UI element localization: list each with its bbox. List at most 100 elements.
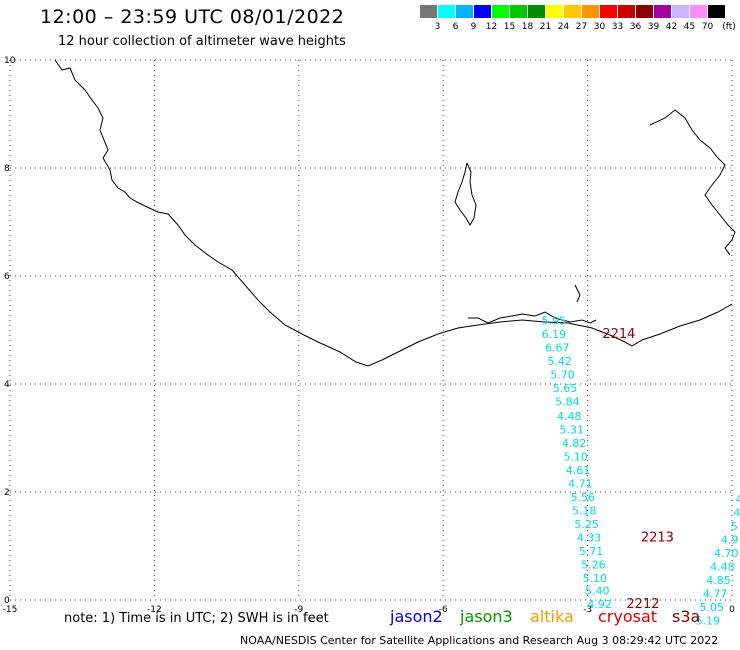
swh-value: 5.95	[542, 315, 567, 328]
satellite-jason3: jason3	[460, 607, 513, 626]
swh-value: 4	[733, 506, 740, 519]
page-title: 12:00 – 23:59 UTC 08/01/2022	[40, 6, 345, 28]
swh-value: 6.67	[545, 342, 570, 355]
swh-value: 5.10	[563, 451, 588, 464]
y-tick-label: 8	[4, 164, 10, 174]
scale-label: 9	[470, 22, 477, 32]
graticule	[9, 59, 733, 601]
swh-value: 4.77	[703, 587, 728, 600]
scale-label: 39	[647, 22, 660, 32]
swh-value: 4.92	[587, 598, 612, 611]
scale-swatch	[582, 5, 599, 18]
scale-label: 12	[485, 22, 498, 32]
y-tick-label: 4	[4, 380, 10, 390]
swh-value: 5.05	[700, 601, 725, 614]
scale-label: 3	[434, 22, 441, 32]
scale-swatch	[492, 5, 509, 18]
scale-swatch	[438, 5, 455, 18]
y-tick-label: 6	[4, 272, 10, 282]
satellite-s3a: s3a	[672, 607, 701, 626]
swh-value: 5.19	[696, 614, 721, 627]
x-tick-label: -6	[439, 605, 448, 615]
coastline-fragment	[574, 284, 581, 303]
scale-label: 18	[521, 22, 534, 32]
scale-swatch	[672, 5, 689, 18]
satellite-jason2: jason2	[390, 607, 443, 626]
scale-label: 21	[539, 22, 552, 32]
x-tick-label: -15	[3, 605, 18, 615]
scale-label: 42	[665, 22, 678, 32]
pass-number-labels: 2214 2213 2212	[602, 327, 674, 612]
coastline	[54, 59, 736, 367]
swh-value: 4.33	[577, 532, 602, 545]
scale-label: 33	[611, 22, 624, 32]
coastline-inlet	[468, 311, 597, 324]
satellite-cryosat: cryosat	[598, 607, 658, 626]
scale-label: 27	[575, 22, 588, 32]
x-tick-label: 0	[729, 605, 735, 615]
scale-swatch	[474, 5, 491, 18]
swh-value: 4.70	[714, 547, 739, 560]
satellite-altika: altika	[530, 607, 574, 626]
swh-value: 5.42	[547, 355, 572, 368]
swh-value: 4.9	[721, 533, 739, 546]
swh-value: 4.82	[562, 437, 587, 450]
scale-label: 36	[629, 22, 642, 32]
note-text: note: 1) Time is in UTC; 2) SWH is in fe…	[64, 611, 329, 626]
pass-label: 2214	[602, 327, 635, 342]
swh-value: 6.19	[542, 328, 567, 341]
lake-volta	[454, 162, 477, 227]
swh-value: 5.71	[579, 545, 604, 558]
page-subtitle: 12 hour collection of altimeter wave hei…	[58, 34, 346, 49]
scale-swatch	[420, 5, 437, 18]
scale-swatch	[690, 5, 707, 18]
swh-value: 5.25	[574, 518, 599, 531]
scale-label: 45	[683, 22, 696, 32]
scale-swatch	[510, 5, 527, 18]
swh-value: 5.65	[553, 382, 578, 395]
swh-value: 5.40	[585, 585, 610, 598]
swh-value: 5.26	[581, 559, 606, 572]
scale-swatch	[600, 5, 617, 18]
y-tick-label: 10	[4, 56, 16, 66]
swh-value: 5.70	[550, 369, 575, 382]
coastline-west-africa	[54, 59, 733, 367]
swh-value: 5.84	[555, 396, 580, 409]
scale-swatch	[654, 5, 671, 18]
y-tick-label: 2	[4, 488, 10, 498]
scale-label: 6	[452, 22, 459, 32]
swh-value: 5	[731, 520, 738, 533]
scale-swatch	[564, 5, 581, 18]
scale-swatch	[456, 5, 473, 18]
x-tick-label: -9	[294, 605, 303, 615]
axis-tick-labels: -15 -12 -9 -6 -3 0 10 8 6 4 2 0	[3, 56, 735, 615]
scale-swatch	[546, 5, 563, 18]
pass-label: 2212	[626, 597, 659, 612]
pass-label: 2213	[641, 531, 674, 546]
x-tick-label: -3	[583, 605, 592, 615]
swh-value: 4	[736, 493, 740, 506]
y-tick-label: 0	[4, 596, 10, 606]
scale-swatch	[636, 5, 653, 18]
coastline-gulf-of-guinea-east	[649, 109, 736, 256]
swh-value: 4.48	[557, 410, 582, 423]
scale-swatch	[618, 5, 635, 18]
scale-label: 30	[593, 22, 606, 32]
altimeter-track-values: 5.956.196.675.425.705.655.844.485.314.82…	[542, 315, 740, 628]
swh-value: 5.56	[571, 491, 596, 504]
swh-value: 5.10	[583, 572, 608, 585]
scale-unit: (ft)	[722, 22, 736, 32]
scale-swatch	[528, 5, 545, 18]
scale-swatch	[708, 5, 725, 18]
footer-credit: NOAA/NESDIS Center for Satellite Applica…	[240, 634, 719, 647]
swh-value: 4.61	[566, 464, 591, 477]
swh-value: 5.31	[559, 424, 584, 437]
swh-value: 4.71	[568, 478, 593, 491]
swh-value: 4.85	[706, 574, 731, 587]
scale-label: 70	[701, 22, 714, 32]
scale-label: 24	[557, 22, 570, 32]
scale-label: 15	[503, 22, 516, 32]
swh-value: 4.48	[710, 560, 735, 573]
swh-value: 5.18	[572, 505, 597, 518]
x-tick-label: -12	[147, 605, 162, 615]
